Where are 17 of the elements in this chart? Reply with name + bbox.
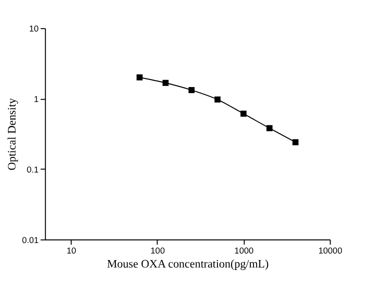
y-tick-label: 0.01 [22, 234, 39, 245]
x-tick-label: 100 [150, 245, 166, 256]
point [240, 110, 247, 117]
x-axis-title: Mouse OXA concentration(pg/mL) [106, 258, 269, 271]
x-tick-label: 10 [66, 245, 76, 256]
point [162, 80, 169, 86]
x-tick-label: 1000 [234, 245, 254, 256]
point [136, 74, 143, 80]
y-tick-label: 10 [29, 24, 39, 34]
y-tick-label: 1 [34, 94, 39, 104]
y-axis-title: Optical Density [6, 98, 18, 170]
y-tick-label: 0.1 [26, 164, 39, 174]
point [214, 96, 221, 103]
x-tick-label: 10000 [318, 245, 342, 256]
point [188, 87, 195, 94]
point [292, 139, 298, 146]
point [266, 125, 273, 132]
